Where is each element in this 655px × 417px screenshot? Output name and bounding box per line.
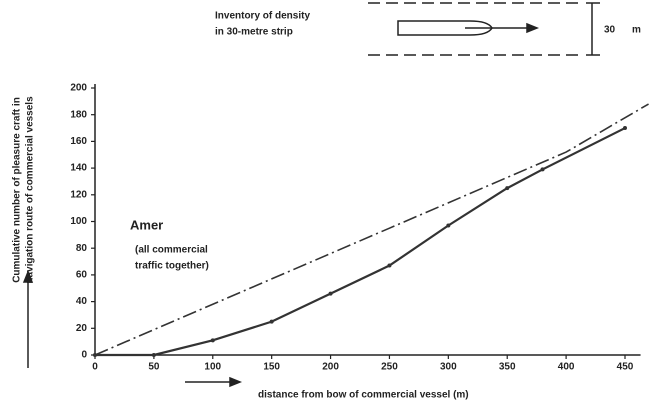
y-axis-label: Cumulative number of pleasure craft in [12,97,23,283]
annotation: 30 [604,25,616,36]
x-tick-label: 100 [204,362,221,373]
data-point [505,186,509,190]
x-tick-label: 400 [558,362,575,373]
data-point [623,126,627,130]
x-axis-label: distance from bow of commercial vessel (… [258,390,469,401]
data-point [270,320,274,324]
chart: 0 20 40 60 80 100 120 140 160 180 200 0 50 100 150 200 2… [0,0,655,412]
x-tick-label: 50 [148,362,160,373]
x-tick-label: 350 [499,362,516,373]
y-tick-label: 80 [76,243,88,254]
x-tick-label: 250 [381,362,398,373]
x-tick-label: 450 [617,362,634,373]
data-point [387,264,391,268]
annotation: Inventory of density [215,11,310,22]
y-tick-label: 40 [76,296,88,307]
y-tick-label: 100 [70,216,87,227]
y-tick-label: 120 [70,189,87,200]
annotation: Amer [130,217,163,232]
y-tick-label: 20 [76,323,88,334]
x-tick-label: 300 [440,362,457,373]
y-tick-label: 160 [70,136,87,147]
y-tick-label: 140 [70,163,87,174]
annotation: (all commercial [135,245,208,256]
annotation: in 30-metre strip [215,27,293,38]
y-axis-label: navigation route of commercial vessels [25,96,36,284]
y-tick-label: 60 [76,270,88,281]
inset-diagram [368,3,600,55]
x-tick-label: 150 [263,362,280,373]
annotation: traffic together) [135,261,209,272]
annotation: m [632,25,641,36]
y-tick-label: 180 [70,109,87,120]
x-tick-label: 200 [322,362,339,373]
y-tick-label: 200 [70,83,87,94]
data-point [446,224,450,228]
data-point [211,338,215,342]
x-tick-label: 0 [92,362,98,373]
y-tick-label: 0 [81,350,87,361]
data-point [329,292,333,296]
data-point [541,167,545,171]
series-line [95,104,649,355]
data-point [152,353,156,357]
